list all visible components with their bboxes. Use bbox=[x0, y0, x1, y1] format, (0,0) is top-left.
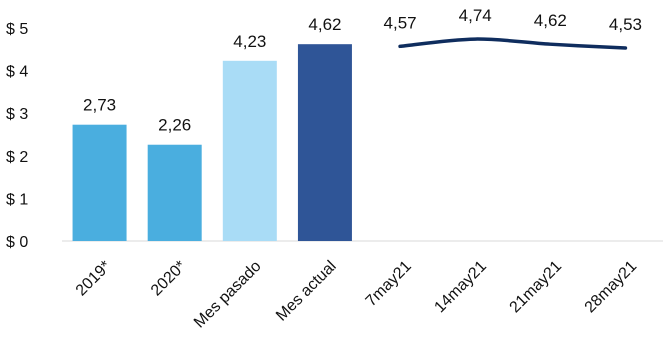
x-tick-label: Mes actual bbox=[273, 258, 340, 325]
bar-value-label: 2,73 bbox=[83, 96, 116, 115]
bar-value-label: 4,62 bbox=[308, 15, 341, 34]
y-tick-label: $ 4 bbox=[6, 64, 28, 81]
y-tick-label: $ 1 bbox=[6, 191, 28, 208]
line-series bbox=[398, 37, 628, 50]
y-tick-label: $ 0 bbox=[6, 234, 28, 251]
y-tick-label: $ 2 bbox=[6, 149, 28, 166]
line-value-label: 4,74 bbox=[459, 6, 492, 25]
bar bbox=[72, 124, 127, 241]
x-tick-label: 21may21 bbox=[507, 258, 566, 317]
x-tick-label: 28may21 bbox=[582, 258, 641, 317]
bar bbox=[147, 144, 202, 241]
y-tick-label: $ 3 bbox=[6, 106, 28, 123]
bar-series bbox=[72, 44, 352, 241]
x-tick-label: 2019* bbox=[73, 258, 115, 300]
bar-value-label: 2,26 bbox=[158, 116, 191, 135]
x-axis-ticks: 2019* 2020* Mes pasado Mes actual 7may21 14ma… bbox=[73, 258, 641, 332]
bar bbox=[297, 44, 352, 241]
y-tick-label: $ 5 bbox=[6, 21, 28, 38]
bar-value-label: 4,23 bbox=[233, 32, 266, 51]
x-tick-label: 2020* bbox=[148, 258, 190, 300]
x-tick-label: Mes pasado bbox=[191, 258, 265, 332]
line-path bbox=[398, 37, 628, 50]
x-tick-label: 7may21 bbox=[363, 258, 415, 310]
bar bbox=[222, 60, 277, 241]
y-axis-ticks: $ 0 $ 1 $ 2 $ 3 $ 4 $ 5 bbox=[6, 21, 28, 251]
x-tick-label: 14may21 bbox=[431, 258, 490, 317]
line-value-label: 4,57 bbox=[384, 13, 417, 32]
data-labels: 2,73 2,26 4,23 4,62 4,57 4,74 4,62 4,53 bbox=[83, 6, 642, 135]
line-value-label: 4,53 bbox=[609, 15, 642, 34]
line-value-label: 4,62 bbox=[534, 11, 567, 30]
